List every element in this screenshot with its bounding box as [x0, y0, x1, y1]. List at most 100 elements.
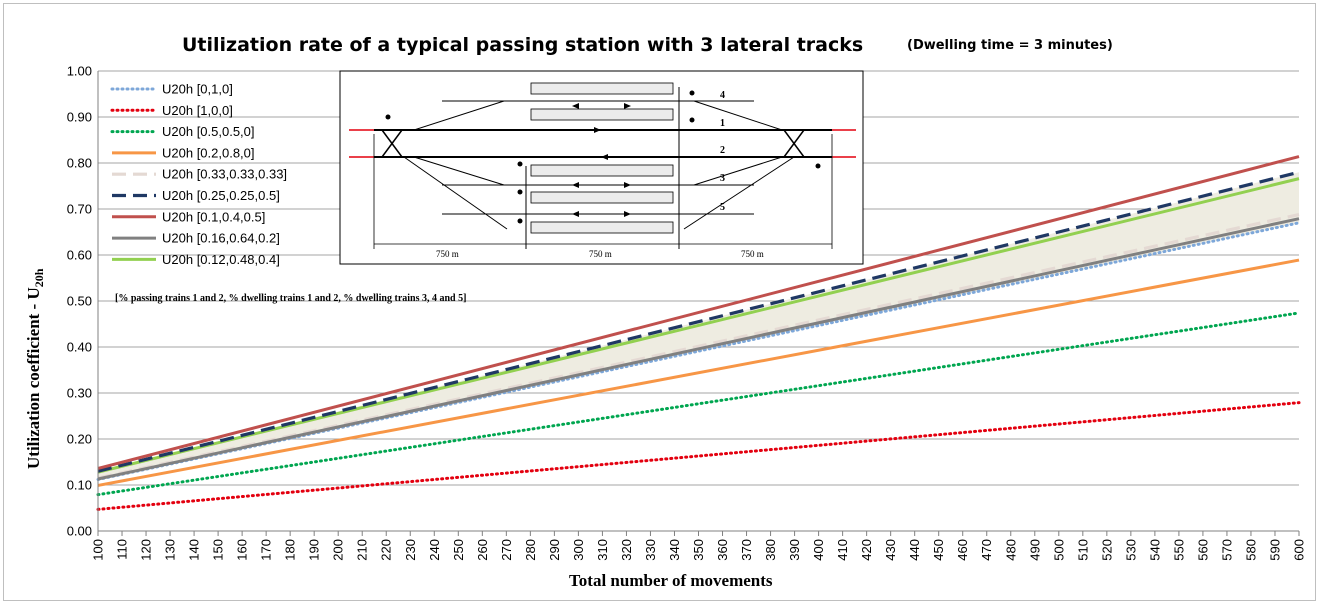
y-tick-label: 0.40 [67, 340, 92, 355]
x-tick-label: 460 [955, 539, 970, 561]
distance-label: 750 m [589, 249, 612, 259]
arrow-left-icon [572, 211, 579, 217]
y-tick-label: 0.50 [67, 294, 92, 309]
arrow-right-icon [624, 103, 631, 109]
legend: U20h [0,1,0] U20h [1,0,0] U20h [0.5,0.5,0]… [110, 82, 287, 267]
y-tick-label: 0.10 [67, 478, 92, 493]
x-tick-label: 170 [259, 539, 274, 561]
track-label: 4 [720, 90, 725, 101]
legend-label: U20h [0,1,0] [162, 82, 233, 97]
x-tick-label: 310 [595, 539, 610, 561]
x-tick-label: 260 [475, 539, 490, 561]
chart-svg: Utilization rate of a typical passing st… [24, 34, 1307, 590]
y-tick-label: 0.00 [67, 524, 92, 539]
x-tick-label: 240 [427, 539, 442, 561]
x-tick-label: 330 [643, 539, 658, 561]
arrow-right-icon [594, 127, 601, 133]
x-tick-labels: 100 110 120 130 140 150 160 170 180 190 200 210 220 2… [91, 539, 1307, 561]
x-tick-label: 440 [907, 539, 922, 561]
x-tick-label: 560 [1195, 539, 1210, 561]
x-tick-label: 530 [1123, 539, 1138, 561]
signal-icon [815, 163, 821, 169]
x-tick-label: 180 [283, 539, 298, 561]
signal-icon [689, 90, 695, 96]
y-tick-label: 0.30 [67, 386, 92, 401]
x-tick-label: 430 [883, 539, 898, 561]
legend-label: U20h [0.1,0.4,0.5] [162, 209, 265, 224]
series-line [97, 212, 1300, 480]
x-tick-label: 360 [715, 539, 730, 561]
x-tick-label: 230 [403, 539, 418, 561]
x-tick-label: 120 [139, 539, 154, 561]
series-line [97, 155, 1300, 470]
series-lines [96, 155, 1301, 511]
crossover-right-b [783, 129, 805, 158]
x-tick-label: 280 [523, 539, 538, 561]
track-3-right-branch [693, 156, 783, 186]
y-tick-labels: 0.00 0.10 0.20 0.30 0.40 0.50 0.60 0.70 0.80 0.90… [67, 64, 92, 539]
train-rect [530, 82, 674, 95]
legend-label: U20h [0.12,0.48,0.4] [162, 252, 280, 267]
series-line [97, 217, 1300, 481]
y-tick-label: 0.90 [67, 110, 92, 125]
legend-label: U20h [0.2,0.8,0] [162, 145, 255, 160]
x-tick-label: 490 [1027, 539, 1042, 561]
track-3-left-branch [413, 156, 505, 186]
x-tick-label: 540 [1147, 539, 1162, 561]
series-line [97, 258, 1300, 487]
chart-frame: Utilization rate of a typical passing st… [3, 3, 1316, 601]
legend-label: U20h [0.16,0.64,0.2] [162, 231, 280, 246]
crossover-left-b [381, 129, 403, 158]
x-tick-label: 290 [547, 539, 562, 561]
x-tick-label: 140 [187, 539, 202, 561]
x-tick-label: 420 [859, 539, 874, 561]
x-tick-label: 320 [619, 539, 634, 561]
y-tick-label: 0.20 [67, 432, 92, 447]
y-axis-title: Utilization coefficient - U20h [24, 268, 46, 469]
track-5-right-branch [683, 156, 795, 230]
x-tick-label: 510 [1075, 539, 1090, 561]
track-4-right-branch [693, 100, 783, 131]
signal-icon [689, 117, 695, 123]
legend-label: U20h [0.25,0.25,0.5] [162, 188, 280, 203]
signal-icon [517, 161, 523, 167]
train-rect [530, 221, 674, 234]
x-tick-label: 150 [211, 539, 226, 561]
x-tick-label: 590 [1267, 539, 1282, 561]
track-label: 2 [720, 145, 725, 156]
signal-icon [517, 189, 523, 195]
series-line [96, 311, 1301, 497]
x-tick-label: 200 [331, 539, 346, 561]
x-tick-label: 110 [115, 539, 130, 560]
x-tick-label: 550 [1171, 539, 1186, 561]
x-tick-label: 220 [379, 539, 394, 561]
x-tick-label: 570 [1219, 539, 1234, 561]
x-tick-label: 580 [1243, 539, 1258, 561]
track-label: 5 [720, 202, 725, 213]
x-tick-label: 340 [667, 539, 682, 561]
x-tick-label: 370 [739, 539, 754, 561]
legend-label: U20h [0.33,0.33,0.33] [162, 167, 287, 182]
x-tick-label: 210 [355, 539, 370, 561]
chart-subtitle: (Dwelling time = 3 minutes) [907, 38, 1113, 53]
x-tick-label: 410 [835, 539, 850, 561]
arrow-left-icon [572, 103, 579, 109]
x-tick-label: 250 [451, 539, 466, 561]
train-rect [530, 164, 674, 177]
arrow-right-icon [624, 211, 631, 217]
arrow-left-icon [601, 154, 608, 160]
legend-label: U20h [0.5,0.5,0] [162, 124, 255, 139]
chart-title: Utilization rate of a typical passing st… [182, 34, 863, 56]
train-rect [530, 108, 674, 121]
y-axis-title-sub: 20h [32, 268, 46, 287]
series-line [97, 177, 1300, 474]
y-tick-label: 0.80 [67, 156, 92, 171]
arrow-right-icon [624, 182, 631, 188]
x-tick-label: 190 [307, 539, 322, 561]
legend-label: U20h [1,0,0] [162, 103, 233, 118]
x-tick-label: 130 [163, 539, 178, 561]
series-line [97, 170, 1300, 473]
x-tick-label: 350 [691, 539, 706, 561]
train-rect [530, 191, 674, 204]
signal-icon [385, 114, 391, 120]
